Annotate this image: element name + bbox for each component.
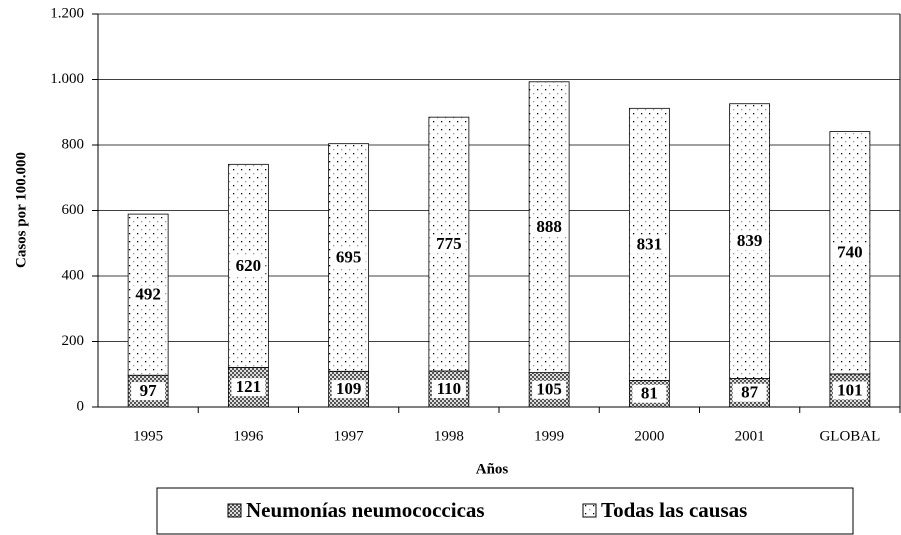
value-label: 831 — [637, 234, 663, 253]
value-label: 110 — [437, 379, 462, 398]
legend-label: Neumonías neumococcicas — [246, 498, 485, 522]
value-label-bg — [131, 382, 166, 401]
value-label-bg — [732, 232, 767, 251]
legend-box — [156, 487, 854, 535]
y-tick-label: 1.000 — [50, 71, 84, 87]
value-label: 87 — [741, 383, 759, 402]
value-label: 121 — [236, 377, 262, 396]
value-label: 695 — [336, 247, 362, 266]
value-label: 888 — [536, 217, 562, 236]
value-label: 775 — [436, 234, 462, 253]
value-label: 740 — [837, 243, 863, 262]
value-label: 105 — [536, 380, 562, 399]
value-label-bg — [431, 379, 466, 398]
value-label-bg — [532, 218, 567, 237]
y-tick-label: 600 — [62, 202, 85, 218]
value-label: 839 — [737, 231, 763, 250]
x-tick-label: 2001 — [735, 428, 765, 444]
value-label-bg — [632, 384, 667, 403]
x-tick-label: 1996 — [233, 428, 264, 444]
y-axis-label: Casos por 100.000 — [13, 152, 29, 268]
value-label: 101 — [837, 380, 863, 399]
value-label-bg — [732, 383, 767, 402]
x-axis-label: Años — [476, 461, 509, 477]
value-label: 97 — [140, 381, 158, 400]
x-tick-label: 1999 — [534, 428, 564, 444]
legend-label: Todas las causas — [601, 498, 747, 522]
y-tick-label: 0 — [77, 398, 85, 414]
value-label-bg — [431, 235, 466, 254]
y-tick-label: 800 — [62, 136, 85, 152]
value-label: 81 — [641, 384, 658, 403]
x-tick-label: 1995 — [133, 428, 163, 444]
value-label-bg — [131, 285, 166, 304]
value-label-bg — [832, 243, 867, 262]
value-label-bg — [532, 380, 567, 399]
y-tick-label: 200 — [62, 333, 85, 349]
value-label-bg — [632, 235, 667, 254]
legend-swatch — [582, 503, 597, 518]
value-label-bg — [832, 381, 867, 400]
value-label: 492 — [135, 285, 161, 304]
value-label-bg — [331, 380, 366, 399]
y-tick-label: 400 — [62, 267, 85, 283]
legend-swatch — [227, 503, 242, 518]
value-label: 109 — [336, 379, 362, 398]
x-tick-label: GLOBAL — [819, 428, 880, 444]
value-label-bg — [331, 248, 366, 267]
value-label-bg — [231, 256, 266, 275]
value-label: 620 — [236, 256, 262, 275]
x-tick-label: 1997 — [334, 428, 365, 444]
x-tick-label: 1998 — [434, 428, 464, 444]
x-tick-label: 2000 — [634, 428, 664, 444]
y-tick-label: 1.200 — [50, 5, 84, 21]
value-label-bg — [231, 378, 266, 397]
